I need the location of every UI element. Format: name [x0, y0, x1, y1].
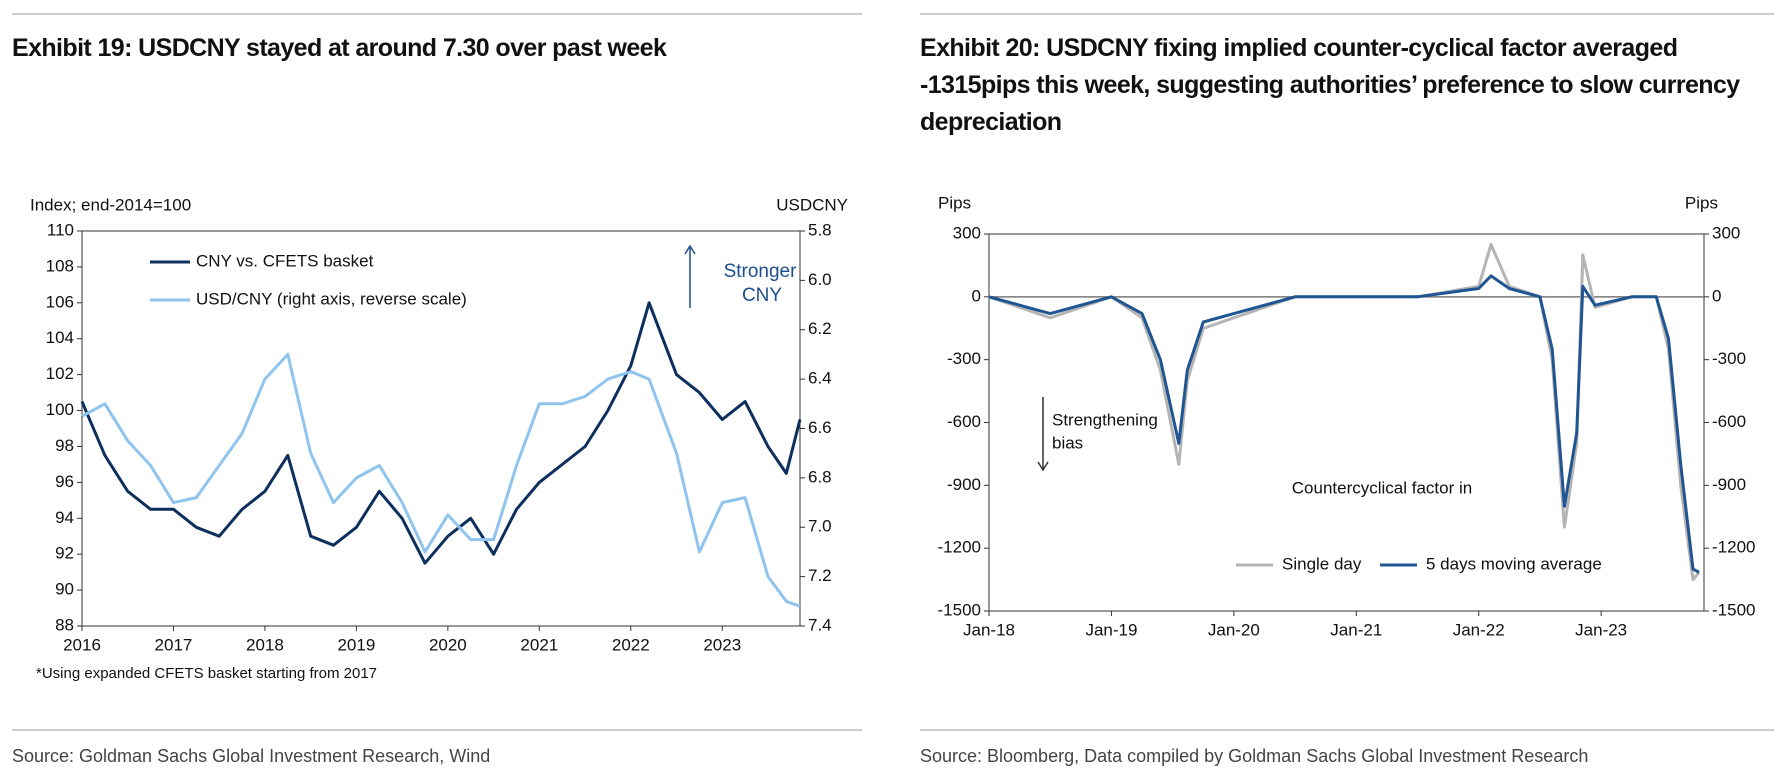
x-tick-label: Jan-19 — [1085, 620, 1137, 639]
y-tick-label: 0 — [972, 286, 981, 305]
x-tick-label: 2019 — [337, 635, 375, 654]
y2-tick-label: -600 — [1712, 412, 1746, 431]
x-tick-label: 2022 — [612, 635, 650, 654]
y2-tick-label: 6.8 — [808, 467, 832, 486]
y2-tick-label: -300 — [1712, 349, 1746, 368]
y-tick-label: -600 — [947, 412, 981, 431]
y2-tick-label: 5.8 — [808, 220, 832, 239]
y2-tick-label: 6.6 — [808, 418, 832, 437]
y-tick-label: 98 — [55, 436, 74, 455]
x-tick-label: 2018 — [246, 635, 284, 654]
footnote: *Using expanded CFETS basket starting fr… — [36, 665, 377, 682]
y-axis-label: Pips — [938, 193, 971, 212]
series-line — [81, 352, 801, 608]
y-tick-label: 106 — [46, 292, 74, 311]
annotation-arrow-head — [1037, 461, 1049, 472]
y-tick-label: 94 — [55, 508, 74, 527]
x-tick-label: 2023 — [703, 635, 741, 654]
y2-tick-label: 7.4 — [808, 615, 832, 634]
x-tick-label: 2021 — [520, 635, 558, 654]
x-tick-label: 2016 — [63, 635, 101, 654]
x-tick-label: Jan-20 — [1208, 620, 1260, 639]
annotation-arrow-head — [684, 244, 696, 255]
y2-tick-label: 6.2 — [808, 319, 832, 338]
legend-label: USD/CNY (right axis, reverse scale) — [196, 289, 467, 308]
y-tick-label: 102 — [46, 364, 74, 383]
y-tick-label: -1500 — [938, 600, 981, 619]
annotation: Stronger — [724, 261, 798, 282]
y-tick-label: 108 — [46, 256, 74, 275]
y-tick-label: 110 — [47, 220, 74, 239]
y2-tick-label: -1500 — [1712, 600, 1755, 619]
x-tick-label: Jan-23 — [1575, 620, 1627, 639]
chart-title: Exhibit 20: USDCNY fixing implied counte… — [920, 34, 1740, 136]
y-tick-label: 90 — [55, 580, 74, 599]
y2-tick-label: 0 — [1712, 286, 1721, 305]
y-tick-label: -300 — [947, 349, 981, 368]
source: Source: Goldman Sachs Global Investment … — [12, 746, 490, 766]
annotation: CNY — [742, 285, 782, 306]
annotation: Strengthening — [1052, 410, 1158, 429]
y-axis-label: Index; end-2014=100 — [30, 195, 191, 214]
series-line — [988, 274, 1700, 574]
x-tick-label: Jan-18 — [963, 620, 1015, 639]
x-tick-label: 2020 — [429, 635, 467, 654]
y-tick-label: -1200 — [938, 538, 981, 557]
y-tick-label: 88 — [55, 615, 74, 634]
series-line — [80, 301, 802, 565]
y2-tick-label: -1200 — [1712, 538, 1755, 557]
annotation: bias — [1052, 433, 1083, 452]
y2-tick-label: 6.4 — [808, 369, 832, 388]
legend-label: 5 days moving average — [1426, 554, 1602, 573]
y2-axis-label: Pips — [1685, 193, 1718, 212]
x-tick-label: 2017 — [155, 635, 193, 654]
x-tick-label: Jan-22 — [1453, 620, 1505, 639]
y2-tick-label: 6.0 — [808, 270, 832, 289]
x-tick-label: Jan-21 — [1330, 620, 1382, 639]
chart-title: Exhibit 19: USDCNY stayed at around 7.30… — [12, 34, 667, 62]
y2-tick-label: 7.2 — [808, 566, 832, 585]
legend-label: CNY vs. CFETS basket — [196, 251, 374, 270]
legend-label: Single day — [1282, 554, 1362, 573]
y2-tick-label: -900 — [1712, 475, 1746, 494]
y-tick-label: 92 — [55, 544, 74, 563]
y2-tick-label: 7.0 — [808, 517, 832, 536]
annotation: Countercyclical factor in — [1292, 478, 1472, 497]
y-tick-label: 96 — [55, 472, 74, 491]
y-tick-label: -900 — [947, 475, 981, 494]
source: Source: Bloomberg, Data compiled by Gold… — [920, 746, 1588, 766]
y2-tick-label: 300 — [1712, 223, 1740, 242]
y-tick-label: 104 — [46, 328, 74, 347]
y2-axis-label: USDCNY — [776, 195, 848, 214]
y-tick-label: 100 — [46, 400, 74, 419]
y-tick-label: 300 — [953, 223, 981, 242]
